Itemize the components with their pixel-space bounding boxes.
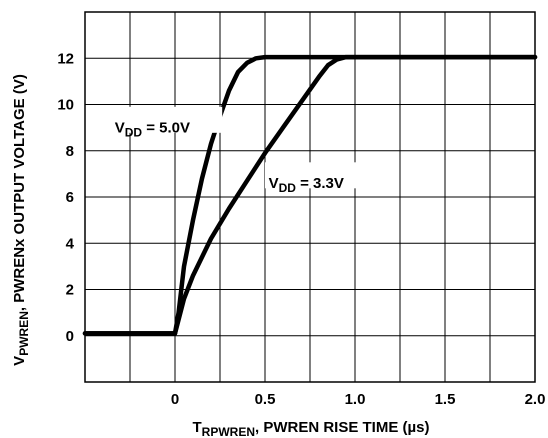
y-tick-label: 0 <box>66 328 74 345</box>
x-tick-label: 0.5 <box>255 391 276 408</box>
y-tick-label: 2 <box>66 282 74 299</box>
y-tick-label: 8 <box>66 143 74 160</box>
x-tick-label: 1.0 <box>345 391 366 408</box>
x-tick-label: 0 <box>171 391 179 408</box>
y-tick-label: 4 <box>66 235 75 252</box>
y-tick-label: 10 <box>57 97 74 114</box>
y-tick-label: 12 <box>57 50 74 67</box>
x-tick-label: 1.5 <box>435 391 456 408</box>
y-tick-label: 6 <box>66 189 74 206</box>
x-tick-label: 2.0 <box>525 391 546 408</box>
